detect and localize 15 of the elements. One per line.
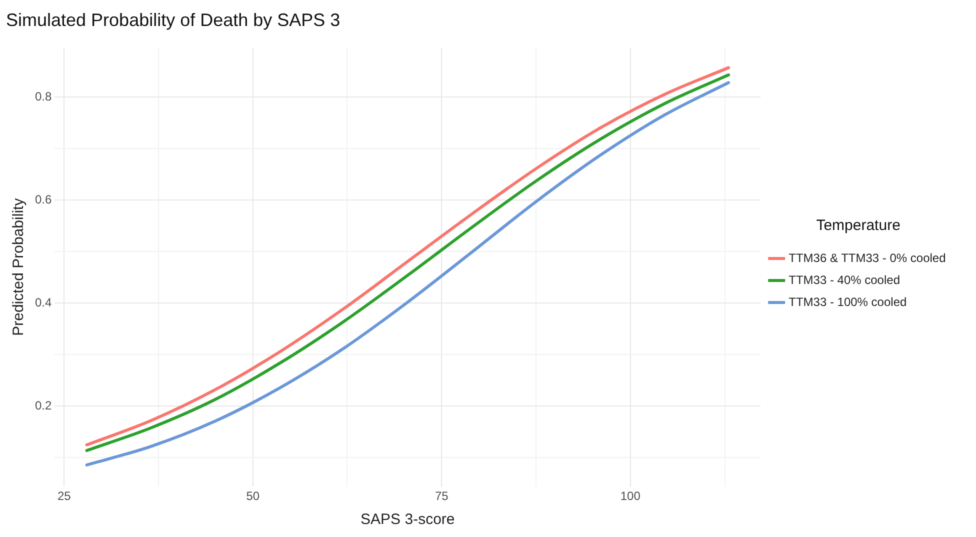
y-tick-label: 0.6 [34,192,52,206]
x-tick-label: 50 [246,489,260,504]
legend-title: Temperature [816,217,900,234]
legend-label: TTM33 - 100% cooled [788,294,907,309]
x-axis-title: SAPS 3-score [360,511,455,528]
legend-label: TTM36 & TTM33 - 0% cooled [788,250,946,265]
chart-title: Simulated Probability of Death by SAPS 3 [6,10,340,30]
legend-label: TTM33 - 40% cooled [788,272,900,287]
x-tick-label: 100 [620,489,641,504]
x-tick-label: 25 [57,489,72,504]
y-axis-title: Predicted Probability [10,198,28,336]
x-tick-label: 75 [434,489,449,504]
y-tick-label: 0.4 [34,295,52,310]
y-tick-label: 0.8 [34,89,52,104]
y-tick-label: 0.2 [34,398,52,413]
